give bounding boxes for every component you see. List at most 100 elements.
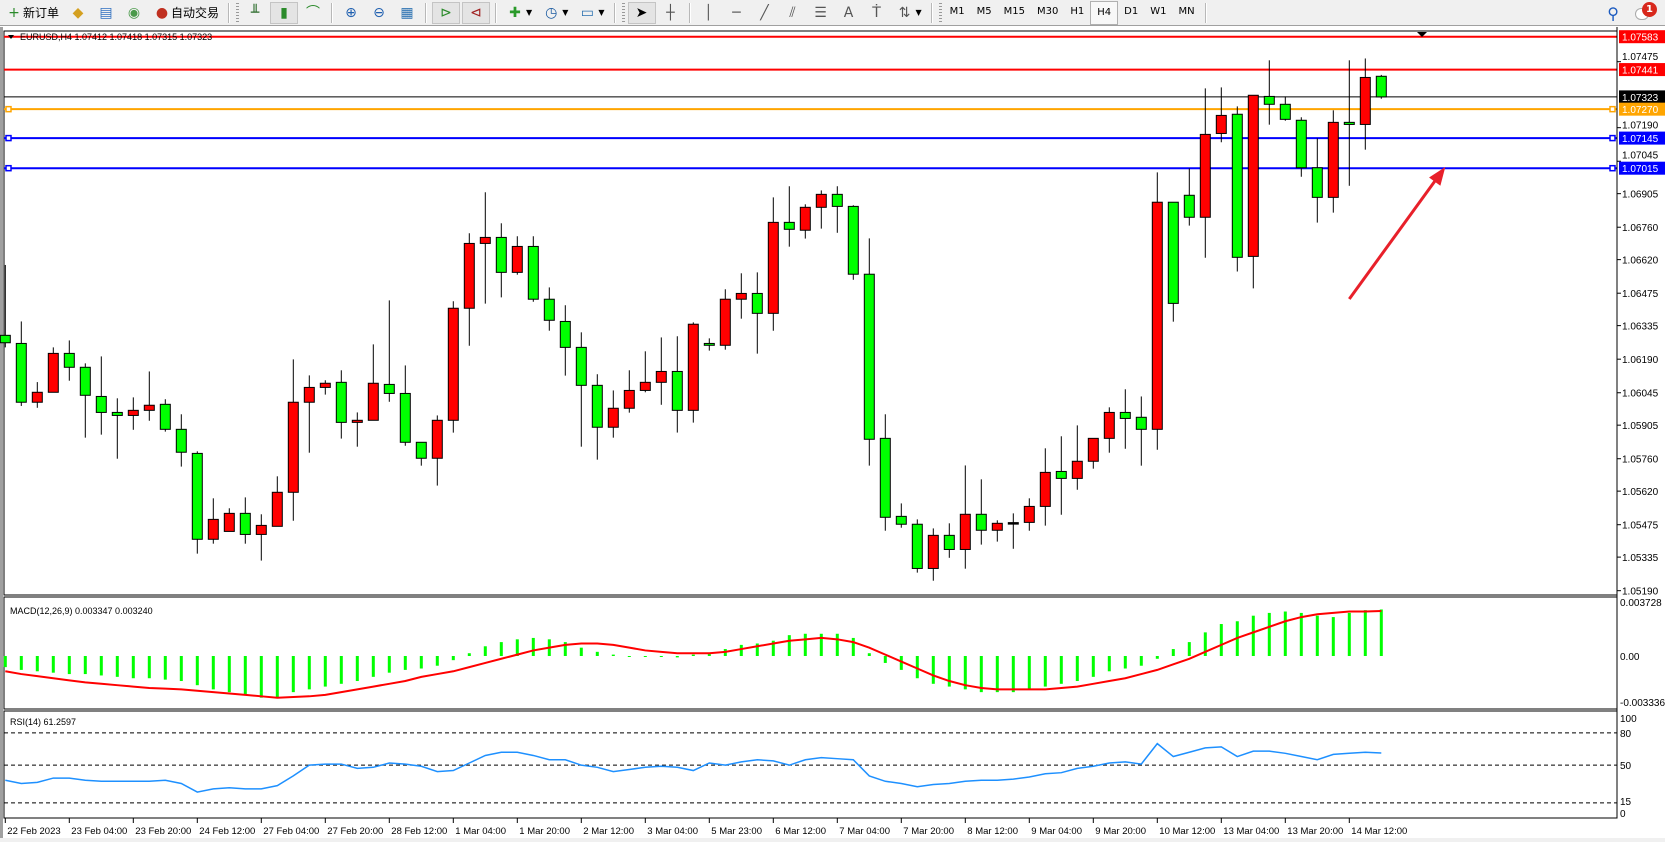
candle-body bbox=[831, 193, 843, 207]
macd-histogram-bar bbox=[995, 656, 999, 693]
candle-body bbox=[255, 524, 267, 535]
macd-panel[interactable]: 0.003728 0.00 -0.003336 bbox=[3, 596, 1665, 710]
time-axis[interactable]: 22 Feb 2023 23 Feb 04:00 23 Feb 20:00 24 Fe… bbox=[0, 818, 1665, 842]
candle-body bbox=[671, 370, 683, 411]
price-tick-label: 1.05905 bbox=[1622, 421, 1659, 432]
macd-histogram-bar bbox=[771, 640, 775, 656]
macd-histogram-bar bbox=[211, 656, 215, 690]
candle bbox=[943, 523, 955, 558]
candle bbox=[1007, 513, 1019, 549]
text-button[interactable]: A bbox=[836, 2, 862, 24]
equidistant-channel-button[interactable]: ⫽ bbox=[780, 2, 806, 24]
candle bbox=[1327, 110, 1339, 213]
auto-scroll-button[interactable]: ⊳ bbox=[432, 1, 461, 24]
macd-histogram-bar bbox=[691, 654, 695, 656]
timeframe-d1[interactable]: D1 bbox=[1124, 6, 1139, 17]
price-tick-label: 1.06905 bbox=[1622, 190, 1659, 201]
rsi-panel[interactable]: 100 80 50 150 bbox=[3, 710, 1637, 820]
vertical-line-button[interactable]: │ bbox=[696, 2, 722, 24]
candle bbox=[415, 441, 427, 466]
candle-body bbox=[1215, 114, 1227, 134]
candle-body bbox=[1199, 133, 1211, 218]
line-handle-icon[interactable] bbox=[1609, 164, 1616, 172]
price-panel[interactable] bbox=[0, 30, 1618, 596]
toolbar-grip[interactable] bbox=[621, 2, 625, 23]
line-handle-icon[interactable] bbox=[1609, 105, 1616, 113]
candle-body bbox=[767, 221, 779, 314]
candle-body bbox=[1295, 119, 1307, 169]
notifications-button[interactable]: 1 bbox=[1635, 2, 1657, 24]
bar-chart-button[interactable]: ╨ bbox=[242, 2, 268, 24]
periods-button[interactable]: ◷ ▼ bbox=[538, 2, 572, 24]
timeframe-m15[interactable]: M15 bbox=[1003, 6, 1026, 17]
macd-histogram-bar bbox=[1331, 617, 1335, 656]
time-label: 27 Feb 20:00 bbox=[327, 826, 383, 837]
line-handle-icon[interactable] bbox=[5, 164, 12, 172]
macd-histogram-bar bbox=[1267, 612, 1271, 656]
candle-body bbox=[719, 298, 731, 346]
tile-windows-button[interactable]: ▦ bbox=[394, 2, 420, 24]
candle-body bbox=[1263, 95, 1275, 105]
candlestick-chart-button[interactable]: ▮ bbox=[270, 1, 299, 24]
timeframe-w1[interactable]: W1 bbox=[1150, 6, 1167, 17]
templates-button[interactable]: ▭ ▼ bbox=[574, 2, 608, 24]
timeframe-mn[interactable]: MN bbox=[1178, 6, 1195, 17]
price-tag-label: 1.07583 bbox=[1622, 33, 1659, 44]
candle-body bbox=[527, 245, 539, 300]
window-border bbox=[0, 27, 3, 842]
arrows-button[interactable]: ⇅ ▼ bbox=[892, 2, 926, 24]
signals-button[interactable]: ◉ bbox=[121, 2, 147, 24]
data-window-button[interactable]: ▤ bbox=[93, 2, 119, 24]
candle bbox=[1311, 138, 1323, 223]
zoom-out-button[interactable]: ⊖ bbox=[366, 2, 392, 24]
timeframe-m5[interactable]: M5 bbox=[976, 6, 992, 17]
chart-header: EURUSD,H4 1.07412 1.07418 1.07315 1.0732… bbox=[20, 32, 212, 42]
crosshair-button[interactable]: ┼ bbox=[658, 2, 684, 24]
candle-body bbox=[847, 205, 859, 275]
toolbar-grip[interactable] bbox=[938, 2, 942, 23]
macd-histogram-bar bbox=[915, 656, 919, 679]
cursor-button[interactable]: ➤ bbox=[627, 1, 656, 24]
line-handle-icon[interactable] bbox=[5, 134, 12, 142]
time-label: 5 Mar 23:00 bbox=[711, 826, 762, 837]
timeframe-h1[interactable]: H1 bbox=[1070, 6, 1085, 17]
line-chart-button[interactable]: ⌒ bbox=[300, 2, 326, 24]
toolbar-grip[interactable] bbox=[236, 2, 240, 23]
arrow-annotation[interactable] bbox=[1348, 174, 1441, 300]
candle bbox=[255, 514, 267, 561]
macd-histogram-bar bbox=[275, 656, 279, 698]
chart-shift-button[interactable]: ⊲ bbox=[462, 1, 491, 24]
search-icon[interactable]: ⚲ bbox=[1607, 3, 1619, 23]
auto-trading-button[interactable]: ● 自动交易 bbox=[149, 2, 223, 24]
candle bbox=[1375, 74, 1387, 99]
candle-body bbox=[335, 381, 347, 423]
line-handle-icon[interactable] bbox=[5, 105, 12, 113]
rsi-axis-label: 0 bbox=[1620, 809, 1626, 820]
price-tag bbox=[1619, 131, 1665, 145]
candle-body bbox=[1231, 113, 1243, 258]
indicators-button[interactable]: ✚ ▼ bbox=[502, 2, 536, 24]
trendline-button[interactable]: ╱ bbox=[752, 2, 778, 24]
macd-histogram-bar bbox=[643, 656, 647, 657]
text-label-button[interactable]: Ṫ bbox=[864, 2, 890, 24]
horizontal-line-button[interactable]: ─ bbox=[724, 2, 750, 24]
new-order-button[interactable]: + 新订单 bbox=[1, 2, 63, 24]
candle bbox=[1055, 436, 1067, 515]
timeframe-h4[interactable]: H4 bbox=[1090, 0, 1119, 25]
indicators-icon: ✚ bbox=[509, 4, 521, 21]
price-panel-frame bbox=[3, 30, 1618, 596]
candle bbox=[559, 305, 571, 376]
timeframe-m30[interactable]: M30 bbox=[1037, 6, 1059, 17]
zoom-in-button[interactable]: ⊕ bbox=[338, 2, 364, 24]
chart-shift-marker-icon[interactable] bbox=[1417, 32, 1427, 37]
timeframe-m1[interactable]: M1 bbox=[949, 6, 965, 17]
market-watch-button[interactable]: ◆ bbox=[65, 2, 91, 24]
candle bbox=[191, 451, 203, 554]
fibonacci-button[interactable]: ☰ bbox=[808, 2, 834, 24]
candle-body bbox=[175, 428, 187, 453]
candle bbox=[95, 356, 107, 435]
text-label-icon: Ṫ bbox=[872, 4, 881, 21]
line-handle-icon[interactable] bbox=[1609, 134, 1616, 142]
header-collapse-icon[interactable] bbox=[8, 35, 14, 39]
